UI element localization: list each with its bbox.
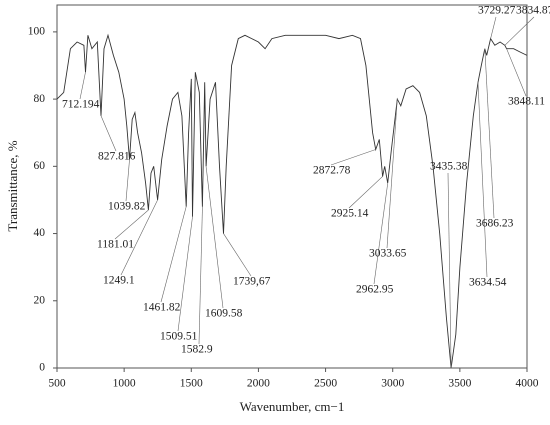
annotation-leader xyxy=(120,199,158,276)
x-tick-label: 4000 xyxy=(516,378,539,390)
annotation-leader xyxy=(348,176,383,209)
annotation-leader xyxy=(205,166,224,309)
annotation: 1739,67 xyxy=(233,276,271,288)
annotation: 3848.11 xyxy=(508,96,545,108)
x-tick-label: 2000 xyxy=(247,378,270,390)
y-tick-label: 40 xyxy=(34,227,46,239)
annotation-leader xyxy=(223,233,252,277)
spectrum-line xyxy=(56,33,528,369)
annotation: 3834.87 xyxy=(516,5,550,17)
annotation-leader xyxy=(79,72,86,100)
x-tick-label: 1000 xyxy=(113,378,136,390)
annotation: 3435.38 xyxy=(430,161,468,173)
annotation: 712.194 xyxy=(62,99,100,111)
annotation: 1039.82 xyxy=(108,201,146,213)
plot-frame xyxy=(56,4,528,369)
x-axis-label: Wavenumber, cm−1 xyxy=(240,399,345,414)
annotation-leader xyxy=(477,82,488,278)
x-tick-label: 500 xyxy=(48,378,66,390)
y-tick-label: 60 xyxy=(34,160,46,172)
annotation: 827.816 xyxy=(98,151,136,163)
y-tick-label: 80 xyxy=(34,93,46,105)
annotation: 3729.27 xyxy=(478,5,516,17)
annotation: 1609.58 xyxy=(205,308,243,320)
annotation: 3033.65 xyxy=(369,248,407,260)
annotation-leader xyxy=(490,16,497,39)
x-tick-label: 3000 xyxy=(381,378,404,390)
annotation: 1461.82 xyxy=(143,302,181,314)
annotation: 2925.14 xyxy=(331,208,369,220)
annotation-leader xyxy=(330,149,376,166)
annotation: 1249.1 xyxy=(103,275,135,287)
annotation-leader xyxy=(373,183,389,285)
annotation: 2962.95 xyxy=(356,284,394,296)
x-tick-label: 1500 xyxy=(180,378,203,390)
annotation-leader xyxy=(484,48,495,219)
annotation-leader xyxy=(177,216,193,332)
y-tick-label: 100 xyxy=(28,26,46,38)
annotation-leader xyxy=(386,99,398,249)
annotation-leader xyxy=(100,115,117,152)
y-tick-label: 20 xyxy=(34,294,46,306)
annotation: 3686.23 xyxy=(476,218,514,230)
annotation: 1509.51 xyxy=(160,331,198,343)
annotation-leader xyxy=(504,16,535,46)
annotation-leader xyxy=(114,209,149,240)
y-tick-label: 0 xyxy=(39,362,45,374)
annotation-leader xyxy=(198,206,203,345)
annotation: 3634.54 xyxy=(469,277,507,289)
annotation: 1582.9 xyxy=(181,344,213,356)
annotation-leader xyxy=(125,159,130,202)
annotation-leader xyxy=(447,172,452,369)
x-tick-label: 2500 xyxy=(314,378,337,390)
annotation: 2872.78 xyxy=(313,165,351,177)
y-axis-label: Transmittance, % xyxy=(5,140,20,231)
annotation: 1181.01 xyxy=(97,239,134,251)
x-tick-label: 3500 xyxy=(448,378,471,390)
annotation-leader xyxy=(506,48,527,97)
annotation-leader xyxy=(160,206,187,303)
